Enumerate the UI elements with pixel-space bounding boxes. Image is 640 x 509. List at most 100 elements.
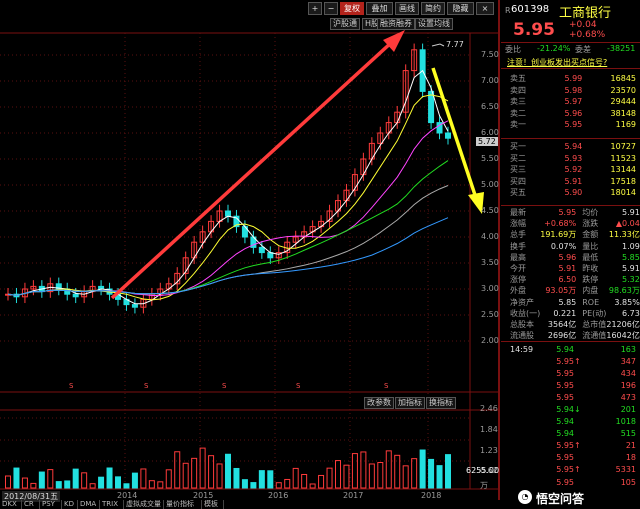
volume-bar	[13, 467, 20, 489]
tick-row: 5.95 105	[556, 477, 636, 487]
price-axis-label: 3.00	[481, 284, 499, 293]
volume-bar	[385, 450, 392, 489]
vol-axis-label: 1.84	[480, 425, 498, 434]
indicator-tab[interactable]: CR	[22, 500, 40, 509]
volume-bar	[38, 471, 45, 489]
tick-row: 5.95 ↑ 347	[556, 356, 636, 366]
ma-line	[7, 94, 449, 301]
peak-price-label: 7.77	[446, 40, 464, 49]
tick-row: 5.95 18	[556, 453, 636, 463]
vol-axis-label: 1.23	[480, 446, 498, 455]
draw-line-button[interactable]: 画线	[395, 2, 419, 15]
indicator-tab[interactable]: TRIX	[100, 500, 124, 509]
x-label: 2014	[117, 491, 138, 500]
wukong-logo-icon: ◔	[518, 490, 532, 504]
indicator-tab[interactable]: PSY	[40, 500, 62, 509]
s-marker: S	[144, 382, 149, 390]
ma-line	[7, 69, 449, 305]
zoom-in-button[interactable]: +	[308, 2, 322, 15]
tick-list: 14:59 5.94 163 5.95 ↑ 347 5.95 434 5.95 196 5.95 47…	[508, 343, 640, 488]
hgt-tag[interactable]: 沪股通	[330, 18, 360, 30]
volume-bar	[318, 474, 325, 489]
margin-tag[interactable]: 融资融券	[377, 18, 415, 30]
indicator-tab[interactable]: DKX	[0, 500, 22, 509]
indicator-tab[interactable]: 量价指标	[164, 500, 202, 509]
order-book-row: 卖一 5.95 1169	[510, 120, 636, 130]
stock-name: 工商银行	[559, 6, 612, 21]
fuquan-button[interactable]: 复权	[340, 2, 364, 15]
stats-row: 总手 191.69万 金额 11.33亿	[510, 230, 640, 240]
price-axis-label: 4.50	[481, 206, 499, 215]
switch-indicator-button[interactable]: 换指标	[426, 397, 456, 409]
candle-body	[292, 236, 299, 243]
order-book-row: 买一 5.94 10727	[510, 142, 636, 152]
kline-chart	[0, 0, 500, 500]
volume-bar	[292, 467, 299, 489]
volume-bar	[368, 463, 375, 489]
price-axis-label: 7.00	[481, 76, 499, 85]
weicha-label: 委差	[575, 45, 591, 54]
add-indicator-button[interactable]: 加指标	[395, 397, 425, 409]
current-price-marker: 5.72	[476, 137, 498, 146]
volume-bar	[30, 482, 37, 489]
volume-bar	[182, 462, 189, 489]
order-book-row: 买四 5.91 17518	[510, 176, 636, 186]
volume-bar	[225, 453, 231, 489]
volume-bar	[335, 460, 341, 489]
s-marker: S	[69, 382, 74, 390]
code-prefix: R	[505, 6, 511, 15]
volume-bar	[165, 469, 172, 489]
volume-bar	[411, 458, 418, 489]
stats-row: 收益(一) 0.221 PE(动) 6.73	[510, 308, 640, 318]
notice-link[interactable]: 注意！创业板发出买点信号?	[507, 58, 608, 67]
price-change-pct: +0.68%	[569, 30, 606, 40]
order-book-row: 买二 5.93 11523	[510, 153, 636, 163]
tick-row: 5.95 473	[556, 392, 636, 402]
zoom-out-button[interactable]: −	[324, 2, 338, 15]
price-axis-label: 2.00	[481, 336, 499, 345]
stats-row: 换手 0.07% 量比 1.09	[510, 241, 640, 251]
current-price: 5.95	[513, 20, 555, 40]
uptrend-arrow	[110, 40, 394, 300]
tick-row: 14:59 5.94 163	[510, 344, 636, 354]
stats-row: 总股本 3564亿 总市值 21206亿	[510, 319, 640, 329]
volume-bar	[72, 468, 79, 489]
volume-bar	[428, 458, 435, 489]
brief-button[interactable]: 简约	[421, 2, 445, 15]
x-label: 2015	[193, 491, 214, 500]
volume-bar	[309, 483, 316, 489]
bid-book: 买一 5.94 10727 买二 5.93 11523 买三 5.92 13144 买四 5.91 1…	[508, 141, 640, 199]
volume-bar	[191, 457, 198, 489]
indicator-tab[interactable]: KD	[62, 500, 78, 509]
set-ma-button[interactable]: 设置均线	[415, 18, 453, 30]
weicha-value: -38251	[607, 44, 636, 53]
close-button[interactable]: ×	[476, 2, 494, 15]
volume-bar	[258, 470, 265, 489]
candle-body	[445, 132, 451, 139]
volume-bar	[157, 481, 164, 489]
volume-bar	[174, 451, 181, 489]
candlesticks	[5, 43, 451, 314]
x-label: 2017	[343, 491, 364, 500]
volume-bar	[445, 454, 451, 489]
volume-bar	[402, 465, 409, 489]
volume-bar	[267, 470, 274, 489]
volume-bar	[131, 472, 138, 489]
change-params-button[interactable]: 改参数	[364, 397, 394, 409]
vol-axis-label: 0.62	[480, 466, 498, 475]
indicator-tab[interactable]: DMA	[78, 500, 100, 509]
vol-marker: 6255.00	[466, 466, 500, 475]
overlay-button[interactable]: 叠加	[366, 2, 393, 15]
hide-button[interactable]: 隐藏	[447, 2, 474, 15]
indicator-tab[interactable]: 模板	[202, 500, 224, 509]
volume-bar	[140, 468, 147, 489]
volume-bar	[148, 480, 155, 489]
order-book-row: 卖三 5.97 29444	[510, 97, 636, 107]
ma-line	[7, 185, 449, 297]
price-axis-label: 7.50	[481, 50, 499, 59]
tick-row: 5.95 ↑ 21	[556, 441, 636, 451]
tick-row: 5.95 434	[556, 368, 636, 378]
price-axis-label: 5.50	[481, 154, 499, 163]
indicator-tab[interactable]: 虚拟成交量	[124, 500, 164, 509]
